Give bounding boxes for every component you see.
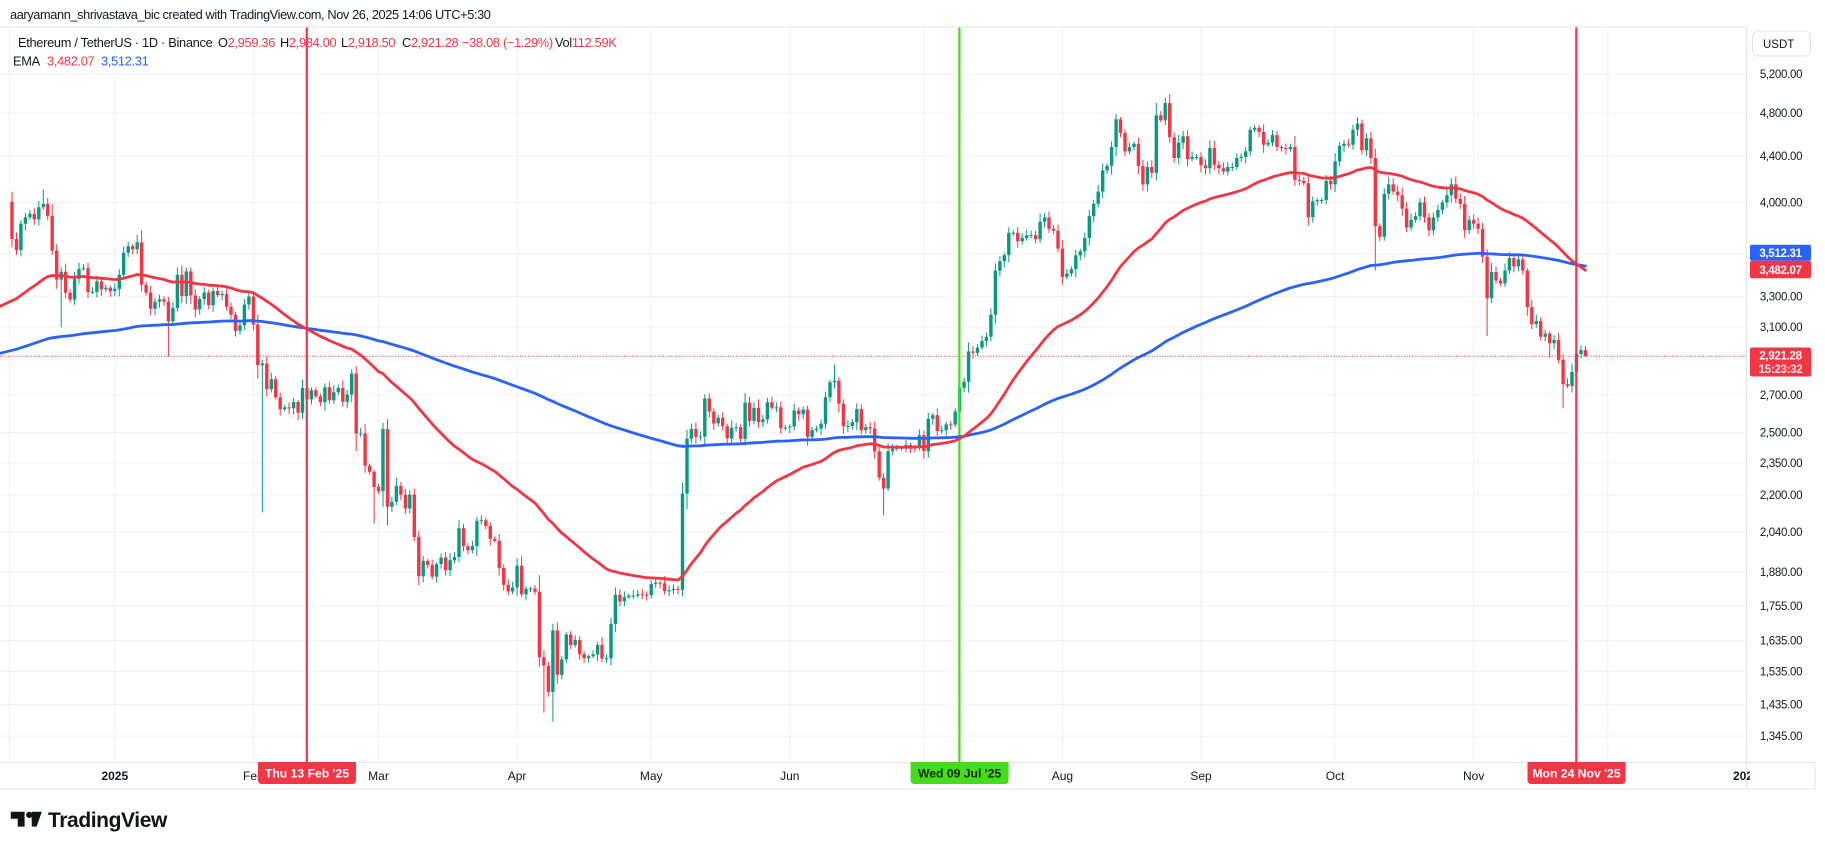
- svg-text:1,435.00: 1,435.00: [1760, 699, 1802, 711]
- svg-text:2,040.00: 2,040.00: [1760, 527, 1802, 539]
- svg-text:Sep: Sep: [1190, 769, 1212, 783]
- svg-text:1,535.00: 1,535.00: [1760, 666, 1802, 678]
- svg-text:1,755.00: 1,755.00: [1760, 601, 1802, 613]
- svg-text:3,512.31: 3,512.31: [1759, 248, 1802, 260]
- svg-text:USDT: USDT: [1763, 39, 1794, 51]
- svg-text:4,800.00: 4,800.00: [1760, 108, 1802, 120]
- svg-text:1,635.00: 1,635.00: [1760, 636, 1802, 648]
- svg-text:2,200.00: 2,200.00: [1760, 490, 1802, 502]
- svg-text:TradingView: TradingView: [48, 809, 168, 832]
- svg-text:4,400.00: 4,400.00: [1760, 151, 1802, 163]
- svg-text:2,921.28: 2,921.28: [1759, 351, 1802, 363]
- svg-text:Nov: Nov: [1463, 769, 1484, 783]
- svg-text:15:23:32: 15:23:32: [1759, 364, 1803, 376]
- svg-text:3,482.07: 3,482.07: [1759, 265, 1801, 277]
- svg-text:3,100.00: 3,100.00: [1760, 322, 1802, 334]
- svg-text:May: May: [640, 769, 663, 783]
- svg-text:3,300.00: 3,300.00: [1760, 292, 1802, 304]
- svg-text:Aug: Aug: [1052, 769, 1073, 783]
- svg-text:Wed 09 Jul '25: Wed 09 Jul '25: [918, 767, 1002, 781]
- svg-text:Thu 13 Feb '25: Thu 13 Feb '25: [265, 767, 349, 781]
- svg-text:Jun: Jun: [780, 769, 799, 783]
- svg-text:aaryamann_shrivastava_bic crea: aaryamann_shrivastava_bic created with T…: [10, 7, 491, 22]
- svg-text:5,200.00: 5,200.00: [1760, 69, 1802, 81]
- svg-text:1,880.00: 1,880.00: [1760, 567, 1802, 579]
- svg-text:Ethereum / TetherUS · 1D · Bin: Ethereum / TetherUS · 1D · Binance O2,959…: [18, 35, 617, 50]
- svg-text:4,000.00: 4,000.00: [1760, 198, 1802, 210]
- svg-text:2025: 2025: [101, 769, 128, 783]
- svg-text:2,350.00: 2,350.00: [1760, 458, 1802, 470]
- svg-text:2,500.00: 2,500.00: [1760, 428, 1802, 440]
- svg-text:Mar: Mar: [368, 769, 389, 783]
- svg-text:Mon 24 Nov '25: Mon 24 Nov '25: [1532, 767, 1620, 781]
- svg-text:Oct: Oct: [1326, 769, 1345, 783]
- svg-text:Apr: Apr: [508, 769, 527, 783]
- svg-text:2026: 2026: [1733, 769, 1760, 783]
- svg-text:2,700.00: 2,700.00: [1760, 390, 1802, 402]
- svg-text:1,345.00: 1,345.00: [1760, 731, 1802, 743]
